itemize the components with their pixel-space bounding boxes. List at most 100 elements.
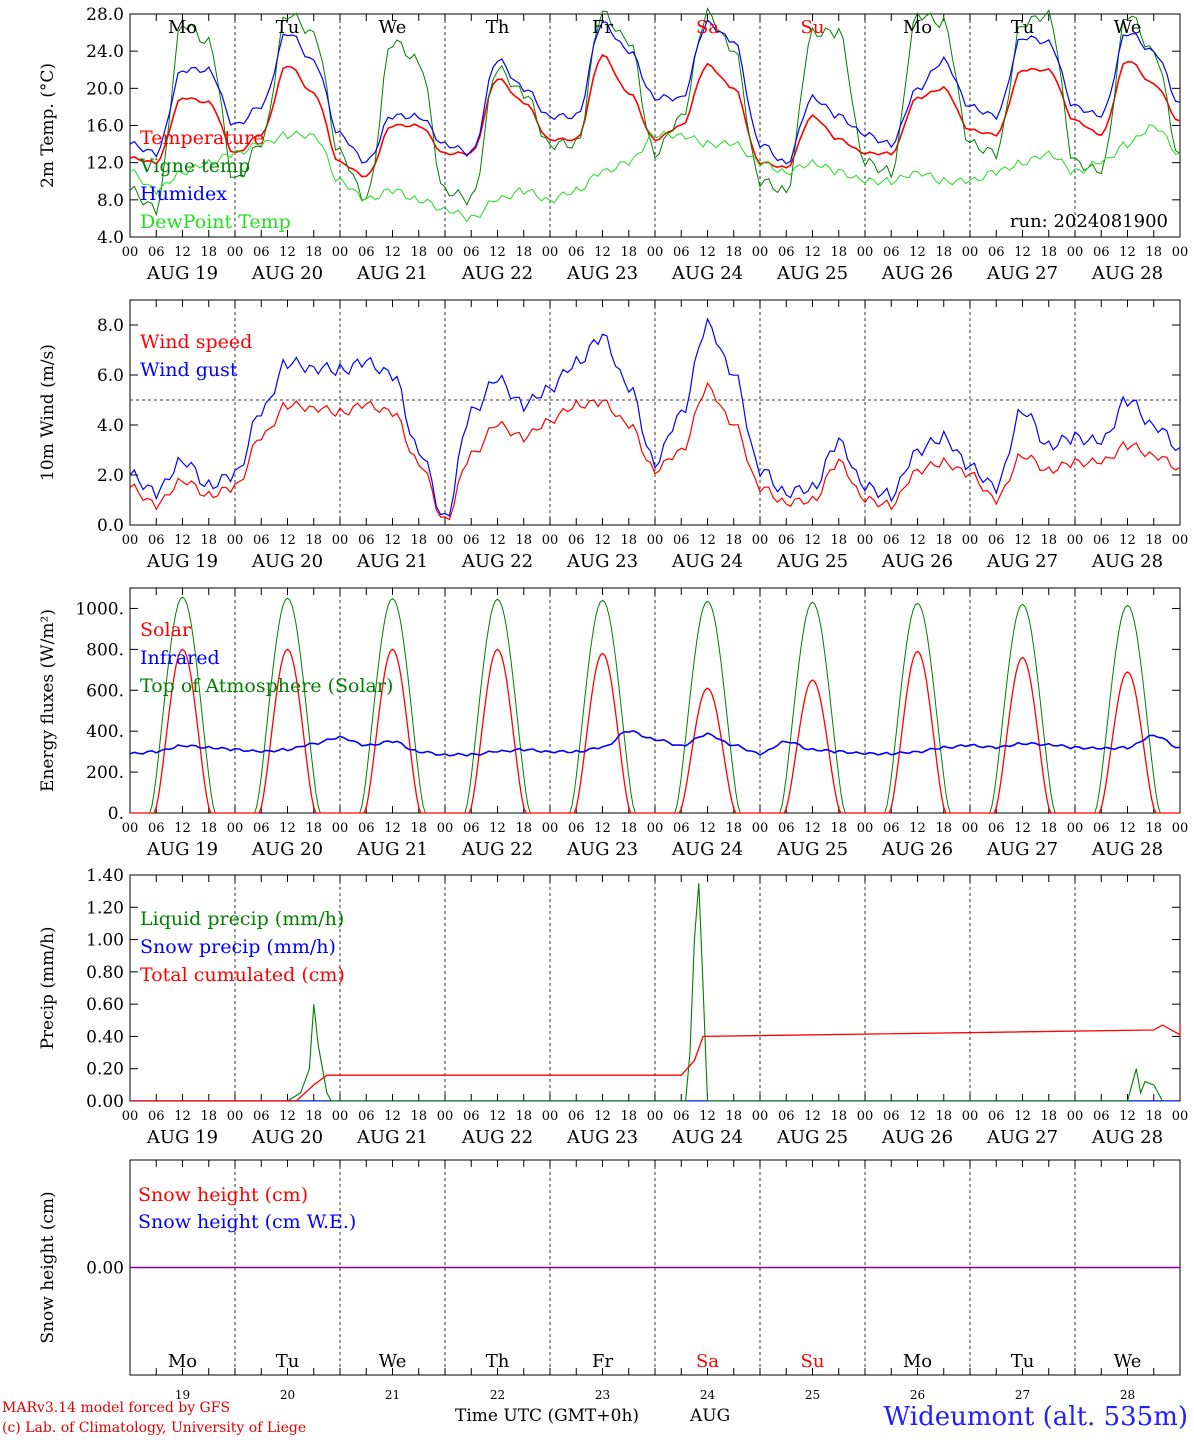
date-label: AUG 21 [356, 839, 428, 860]
hour-tick-label: 12 [699, 245, 716, 260]
hour-tick-label: 00 [962, 533, 979, 548]
panel-frame-1 [129, 13, 1181, 238]
hour-tick-label: 06 [568, 821, 585, 836]
hour-tick-label: 12 [594, 821, 611, 836]
y-tick-label: 0.60 [86, 995, 124, 1015]
hour-tick-label: 06 [253, 533, 270, 548]
series-line [129, 7, 1181, 217]
hour-tick-label: 18 [200, 1109, 217, 1124]
hour-tick-label: 12 [1119, 1109, 1136, 1124]
date-label: AUG 20 [251, 839, 323, 860]
hour-tick-label: 06 [673, 821, 690, 836]
y-axis-label: 10m Wind (m/s) [38, 344, 58, 481]
date-label: AUG 21 [356, 263, 428, 284]
legend-entry: Snow precip (mm/h) [140, 936, 336, 958]
date-label: AUG 25 [776, 1127, 848, 1148]
y-axis-label: Snow height (cm) [38, 1191, 58, 1343]
legend-entry: Humidex [140, 183, 227, 205]
hour-tick-label: 12 [594, 1109, 611, 1124]
weekday-label: Th [486, 1351, 510, 1372]
date-label: AUG 23 [566, 551, 638, 572]
series-line [129, 124, 1181, 223]
hour-tick-label: 12 [384, 821, 401, 836]
legend-entry: Vigne temp [139, 155, 250, 177]
hour-tick-label: 00 [332, 245, 349, 260]
hour-tick-label: 06 [1093, 821, 1110, 836]
series-line [129, 317, 1181, 517]
date-label: AUG 19 [146, 551, 218, 572]
date-label: AUG 24 [671, 551, 743, 572]
hour-tick-label: 00 [437, 245, 454, 260]
hour-tick-label: 18 [410, 245, 427, 260]
hour-tick-label: 06 [358, 245, 375, 260]
weekday-label: Mo [168, 1351, 197, 1372]
y-axis-label: Energy fluxes (W/m²) [38, 609, 58, 792]
hour-tick-label: 18 [1040, 245, 1057, 260]
hour-tick-label: 00 [542, 821, 559, 836]
y-tick-label: 6.0 [97, 366, 124, 386]
hour-tick-label: 18 [305, 245, 322, 260]
y-tick-label: 800. [86, 640, 124, 660]
hour-tick-label: 06 [778, 245, 795, 260]
credit-line-2: (c) Lab. of Climatology, University of L… [2, 1420, 307, 1436]
hour-tick-label: 00 [122, 821, 139, 836]
y-tick-label: 600. [86, 681, 124, 701]
run-annotation: run: 2024081900 [1010, 211, 1168, 232]
date-label: AUG 19 [146, 263, 218, 284]
hour-tick-label: 12 [279, 533, 296, 548]
hour-tick-label: 12 [174, 245, 191, 260]
panel-frame-2 [129, 299, 1181, 526]
hour-tick-label: 00 [332, 533, 349, 548]
day-number: 27 [1015, 1388, 1030, 1402]
hour-tick-label: 06 [1093, 245, 1110, 260]
weekday-label: Sa [696, 1351, 719, 1372]
hour-tick-label: 06 [988, 533, 1005, 548]
hour-tick-label: 00 [227, 533, 244, 548]
hour-tick-label: 06 [1093, 533, 1110, 548]
date-label: AUG 25 [776, 839, 848, 860]
y-tick-label: 0.00 [86, 1092, 124, 1112]
day-number: 21 [385, 1388, 400, 1402]
series-line [129, 381, 1181, 521]
weekday-label: We [379, 17, 407, 38]
hour-tick-label: 00 [227, 1109, 244, 1124]
hour-tick-label: 18 [830, 245, 847, 260]
hour-tick-label: 18 [1145, 245, 1162, 260]
hour-tick-label: 12 [384, 1109, 401, 1124]
hour-tick-label: 00 [962, 1109, 979, 1124]
date-label: AUG 28 [1091, 551, 1163, 572]
date-label: AUG 28 [1091, 839, 1163, 860]
day-number: 22 [490, 1388, 505, 1402]
hour-tick-label: 00 [542, 1109, 559, 1124]
hour-tick-label: 00 [1172, 821, 1189, 836]
hour-tick-label: 00 [1067, 1109, 1084, 1124]
hour-tick-label: 06 [358, 821, 375, 836]
weekday-label: Mo [903, 1351, 932, 1372]
hour-tick-label: 00 [227, 821, 244, 836]
date-label: AUG 25 [776, 551, 848, 572]
y-tick-label: 8.0 [97, 316, 124, 336]
date-label: AUG 20 [251, 551, 323, 572]
hour-tick-label: 00 [962, 245, 979, 260]
hour-tick-label: 12 [1119, 821, 1136, 836]
hour-tick-label: 18 [935, 821, 952, 836]
hour-tick-label: 12 [174, 1109, 191, 1124]
hour-tick-label: 06 [463, 533, 480, 548]
hour-tick-label: 12 [909, 533, 926, 548]
hour-tick-label: 12 [174, 821, 191, 836]
hour-tick-label: 12 [384, 533, 401, 548]
hour-tick-label: 12 [804, 245, 821, 260]
date-label: AUG 19 [146, 839, 218, 860]
date-label: AUG 23 [566, 839, 638, 860]
hour-tick-label: 12 [594, 533, 611, 548]
hour-tick-label: 12 [909, 821, 926, 836]
hour-tick-label: 18 [725, 821, 742, 836]
hour-tick-label: 12 [804, 1109, 821, 1124]
hour-tick-label: 06 [358, 1109, 375, 1124]
hour-tick-label: 12 [699, 1109, 716, 1124]
hour-tick-label: 18 [1040, 533, 1057, 548]
hour-tick-label: 18 [620, 821, 637, 836]
hour-tick-label: 12 [489, 245, 506, 260]
credit-line-1: MARv3.14 model forced by GFS [2, 1400, 231, 1416]
